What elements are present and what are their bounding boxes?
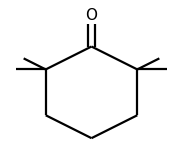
Text: O: O [85, 8, 98, 23]
